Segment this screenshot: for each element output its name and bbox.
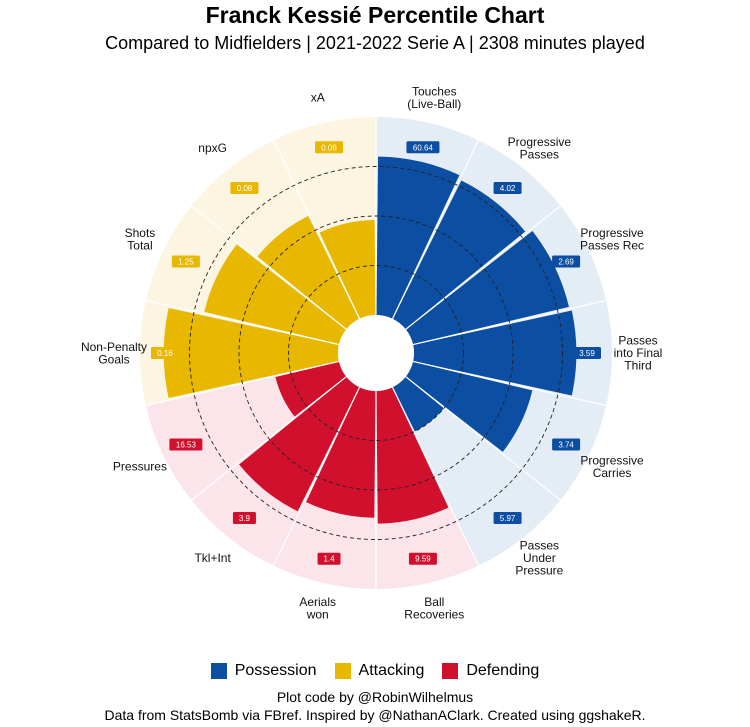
bar-aerials-won	[306, 387, 376, 518]
value-box-bg	[315, 141, 344, 154]
value-box-bg	[230, 182, 259, 195]
bar-ball-recoveries	[376, 387, 449, 524]
value-box-bg	[317, 552, 341, 565]
value-box-bg	[552, 255, 581, 268]
value-box-shots-total: 1.25	[171, 255, 200, 268]
label-passes-into-final-third: Passes into Final Third	[614, 334, 663, 373]
legend-item-possession: Possession	[210, 662, 317, 680]
value-box-tkl-int: 3.9	[232, 511, 256, 524]
value-box-bg	[169, 438, 203, 451]
legend-swatch-possession	[210, 663, 227, 679]
sector-divider	[191, 205, 347, 330]
value-text: 0.16	[157, 349, 173, 358]
chart-title: Franck Kessié Percentile Chart	[205, 2, 545, 28]
value-text: 0.06	[321, 143, 337, 152]
label-pressures: Pressures	[113, 460, 167, 474]
label-ball-recoveries: Ball Recoveries	[404, 595, 464, 622]
label-xa: xA	[311, 91, 325, 105]
bar-progressive-carries	[405, 361, 533, 452]
bar-non-penalty-goals	[163, 307, 339, 399]
value-box-aerials-won: 1.4	[317, 552, 341, 565]
label-touches-live-ball: Touches (Live-Ball)	[407, 84, 461, 111]
sector-divider	[145, 299, 340, 346]
legend: Possession Attacking Defending	[0, 662, 750, 680]
value-text: 9.59	[415, 555, 431, 564]
value-box-progressive-passes: 4.02	[493, 182, 522, 195]
value-box-bg	[171, 255, 200, 268]
gridline-25	[288, 265, 464, 441]
value-box-bg	[151, 347, 179, 359]
value-text: 3.9	[239, 514, 251, 523]
label-progressive-passes-rec: Progressive Passes Rec	[580, 226, 644, 253]
gridline-75	[189, 166, 563, 540]
value-box-bg	[493, 182, 522, 195]
legend-item-defending: Defending	[442, 662, 539, 680]
sector-divider	[391, 386, 479, 566]
value-box-ball-recoveries: 9.59	[408, 552, 437, 565]
value-text: 2.69	[558, 257, 574, 266]
value-text: 5.97	[500, 514, 516, 523]
value-box-progressive-carries: 3.74	[552, 438, 581, 451]
label-tkl-int: Tkl+Int	[194, 551, 231, 565]
center-hole	[338, 315, 414, 391]
value-box-bg	[552, 438, 581, 451]
sector-divider	[405, 205, 561, 330]
label-shots-total: Shots Total	[125, 226, 156, 253]
bar-shots-total	[204, 244, 347, 345]
value-text: 3.74	[558, 441, 574, 450]
value-box-bg	[493, 511, 522, 524]
label-aerials-won: Aerials won	[299, 595, 336, 622]
value-box-non-penalty-goals: 0.16	[151, 347, 179, 359]
sector-divider	[391, 140, 479, 320]
value-box-bg	[232, 511, 256, 524]
value-box-passes-under-pressure: 5.97	[493, 511, 522, 524]
legend-label-defending: Defending	[466, 662, 540, 679]
value-box-touches-live-ball: 60.64	[406, 141, 440, 154]
bar-tkl-int	[239, 377, 360, 512]
value-box-npxg: 0.08	[230, 182, 259, 195]
bar-xa	[319, 219, 376, 319]
caption-source: Data from StatsBomb via FBref. Inspired …	[104, 707, 646, 723]
value-text: 3.59	[579, 349, 595, 358]
value-box-bg	[408, 552, 437, 565]
value-text: 60.64	[413, 143, 434, 152]
legend-swatch-attacking	[334, 663, 351, 679]
legend-label-possession: Possession	[234, 662, 317, 679]
label-progressive-passes: Progressive Passes	[508, 135, 572, 162]
gridline-50	[238, 215, 514, 491]
legend-swatch-defending	[442, 663, 459, 679]
legend-item-attacking: Attacking	[334, 662, 425, 680]
value-box-progressive-passes-rec: 2.69	[552, 255, 581, 268]
label-npxg: npxG	[198, 141, 227, 155]
value-box-bg	[573, 347, 601, 359]
value-box-bg	[406, 141, 440, 154]
value-box-passes-into-final-third: 3.59	[573, 347, 601, 359]
bar-progressive-passes	[392, 180, 526, 329]
chart-subtitle: Compared to Midfielders | 2021-2022 Seri…	[105, 33, 645, 53]
value-text: 0.08	[237, 184, 253, 193]
bar-touches-live-ball	[376, 156, 460, 319]
value-text: 16.53	[176, 441, 197, 450]
label-non-penalty-goals: Non-Penalty Goals	[81, 340, 147, 367]
value-box-pressures: 16.53	[169, 438, 203, 451]
value-text: 1.25	[178, 257, 194, 266]
label-passes-under-pressure: Passes Under Pressure	[515, 538, 563, 577]
bar-npxg	[257, 215, 360, 329]
value-box-xa: 0.06	[315, 141, 344, 154]
value-text: 1.4	[323, 555, 335, 564]
label-progressive-carries: Progressive Carries	[580, 453, 644, 480]
bar-pressures	[275, 361, 347, 417]
caption-credit: Plot code by @RobinWilhelmus	[276, 689, 474, 705]
legend-label-attacking: Attacking	[358, 662, 425, 679]
bar-passes-into-final-third	[413, 310, 577, 396]
polar-chart: 60.64 4.02 2.69 3.59 3.74 5.97 9.59 1.4 3.9 16.53…	[81, 84, 663, 622]
bar-passes-under-pressure	[392, 377, 444, 432]
bar-progressive-passes-rec	[405, 230, 569, 345]
value-text: 4.02	[500, 184, 516, 193]
